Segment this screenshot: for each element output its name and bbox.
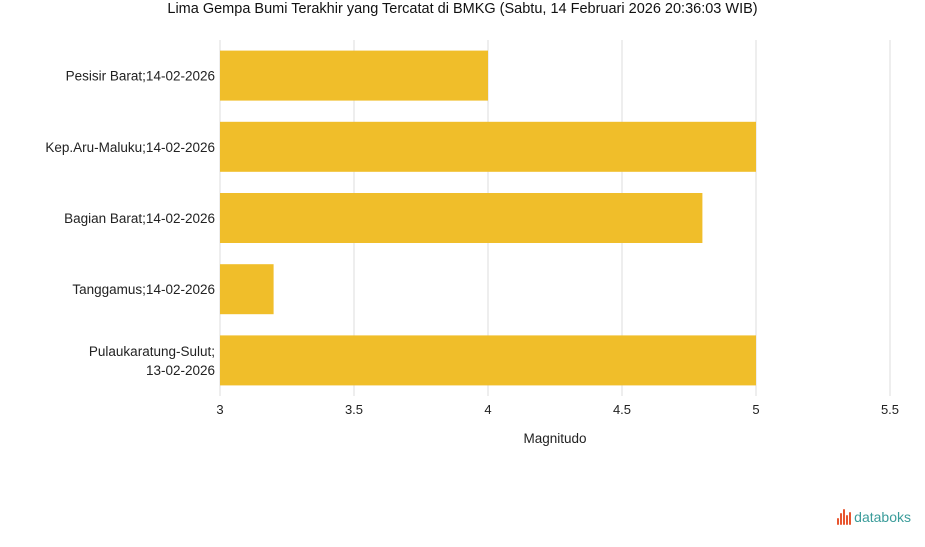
x-axis-label: Magnitudo — [523, 431, 586, 446]
y-category-label: Tanggamus;14-02-2026 — [72, 282, 215, 297]
brand-name: databoks — [854, 509, 911, 525]
y-category-label: 13-02-2026 — [146, 363, 215, 378]
chart-title: Lima Gempa Bumi Terakhir yang Tercatat d… — [167, 1, 758, 17]
bar — [220, 193, 703, 243]
x-tick-label: 3.5 — [345, 402, 363, 417]
bar — [220, 264, 274, 315]
bar — [220, 121, 756, 172]
x-tick-label: 4 — [484, 402, 491, 417]
x-tick-label: 5.5 — [881, 402, 899, 417]
y-category-label: Pesisir Barat;14-02-2026 — [66, 69, 215, 84]
bar — [220, 335, 756, 386]
y-category-label: Pulaukaratung-Sulut; — [89, 344, 215, 359]
x-tick-label: 3 — [216, 402, 223, 417]
y-category-label: Bagian Barat;14-02-2026 — [64, 211, 215, 226]
brand-logo[interactable]: databoks — [837, 509, 911, 525]
x-tick-label: 4.5 — [613, 402, 631, 417]
databoks-logo-icon — [837, 509, 852, 525]
y-category-label: Kep.Aru-Maluku;14-02-2026 — [45, 140, 215, 155]
x-tick-label: 5 — [752, 402, 759, 417]
bar — [220, 50, 488, 101]
